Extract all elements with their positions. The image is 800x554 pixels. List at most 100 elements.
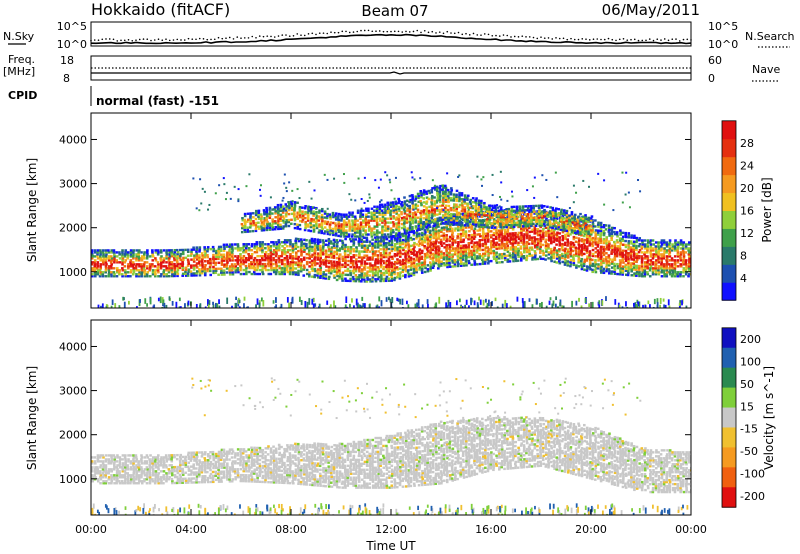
scatter-cell: [439, 242, 443, 245]
scatter-cell: [530, 246, 534, 249]
scatter-cell: [296, 201, 299, 204]
nsearch-dot: [596, 38, 599, 40]
scatter-cell: [523, 223, 526, 226]
scatter-cell: [585, 269, 589, 272]
scatter-cell: [328, 225, 332, 228]
scatter-cell: [613, 252, 617, 256]
scatter-cell: [632, 240, 636, 243]
scatter-cell: [487, 256, 490, 259]
scatter-cell: [291, 263, 295, 266]
scatter-cell: [298, 211, 301, 215]
scatter-cell: [466, 202, 469, 205]
nsearch-dot: [483, 33, 486, 35]
scatter-cell: [278, 254, 281, 258]
nsearch-dot: [566, 38, 569, 41]
scatter-cell: [412, 257, 416, 261]
scatter-cell: [339, 213, 343, 216]
scatter-cell: [374, 270, 378, 273]
scatter-cell: [434, 244, 437, 247]
scatter-cell: [441, 202, 445, 205]
scatter-cell: [492, 214, 495, 217]
scatter-cell: [498, 245, 501, 248]
scatter-cell: [447, 222, 450, 226]
scatter-cell: [261, 268, 264, 272]
scatter-cell: [323, 226, 327, 229]
scatter-cell: [258, 258, 262, 262]
scatter-cell: [231, 247, 234, 250]
scatter-cell: [428, 231, 432, 235]
scatter-cell: [442, 238, 446, 241]
freq-tick-bottom: 8: [63, 72, 70, 85]
scatter-cell: [412, 269, 416, 273]
nsearch-dot: [656, 38, 659, 41]
scatter-cell: [673, 263, 677, 266]
scatter-cell: [304, 224, 308, 228]
scatter-cell: [274, 260, 278, 264]
scatter-cell: [632, 242, 636, 245]
scatter-cell: [348, 227, 352, 230]
scatter-cell: [503, 254, 507, 258]
scatter-cell: [422, 193, 426, 196]
scatter-cell: [493, 204, 497, 207]
scatter-cell: [140, 265, 143, 268]
scatter-cell: [107, 273, 111, 276]
scatter-cell: [104, 259, 107, 262]
scatter-cell: [381, 225, 384, 228]
scatter-cell: [96, 253, 99, 256]
scatter-cell: [262, 209, 266, 212]
scatter-cell: [297, 271, 300, 275]
scatter-cell: [254, 223, 258, 227]
scatter-cell: [511, 254, 515, 257]
scatter-cell: [483, 252, 487, 255]
nsearch-dot: [498, 35, 501, 37]
scatter-cell: [574, 236, 578, 240]
scatter-cell: [676, 255, 680, 258]
nsearch-dot: [303, 34, 306, 37]
scatter-cell: [283, 270, 286, 274]
scatter-cell: [433, 204, 436, 207]
scatter-cell: [654, 247, 658, 250]
scatter-cell: [313, 263, 317, 267]
scatter-cell: [529, 212, 533, 216]
nsearch-dot: [270, 35, 272, 38]
scatter-cell: [294, 263, 298, 266]
scatter-cell: [648, 263, 652, 266]
scatter-cell: [374, 240, 378, 243]
scatter-cell: [390, 239, 394, 243]
scatter-cell: [462, 248, 466, 251]
scatter-cell: [313, 267, 317, 271]
scatter-cell: [355, 264, 359, 267]
scatter-cell: [168, 263, 171, 266]
scatter-cell: [135, 259, 138, 262]
scatter-cell: [532, 218, 536, 222]
scatter-cell: [181, 252, 185, 256]
scatter-cell: [510, 205, 514, 209]
scatter-cell: [437, 263, 440, 266]
scatter-cell: [577, 241, 581, 244]
scatter-cell: [378, 217, 382, 220]
scatter-cell: [431, 212, 434, 216]
scatter-cell: [648, 269, 652, 272]
scatter-cell: [167, 271, 171, 274]
scatter-cell: [629, 252, 633, 255]
scatter-cell: [641, 243, 645, 246]
scatter-cell: [583, 258, 587, 262]
scatter-cell: [299, 266, 303, 269]
scatter-cell: [283, 262, 287, 266]
scatter-cell: [425, 202, 428, 205]
scatter-cell: [454, 227, 457, 230]
scatter-cell: [588, 228, 592, 231]
scatter-cell: [250, 243, 254, 246]
scatter-cell: [124, 251, 127, 254]
scatter-cell: [487, 248, 490, 251]
scatter-cell: [523, 247, 526, 250]
scatter-cell: [294, 243, 298, 246]
scatter-cell: [463, 198, 466, 201]
scatter-cell: [536, 247, 539, 251]
nsearch-dot: [652, 39, 655, 42]
scatter-cell: [451, 227, 454, 230]
scatter-cell: [244, 230, 247, 234]
scatter-cell: [554, 221, 558, 224]
scatter-cell: [315, 212, 318, 216]
scatter-cell: [429, 237, 432, 240]
